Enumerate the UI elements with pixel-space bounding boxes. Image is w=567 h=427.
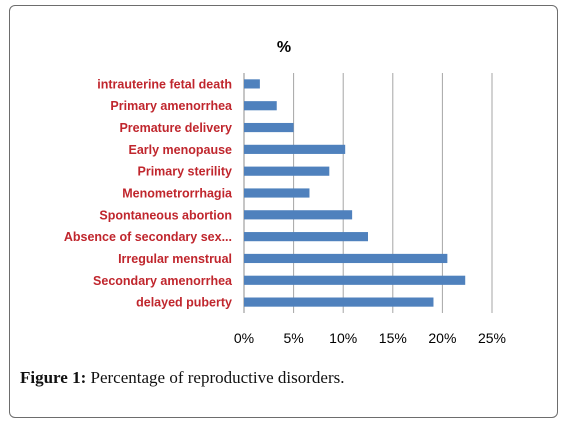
x-tick-label: 20%	[428, 330, 456, 346]
figure-caption-label: Figure 1:	[20, 368, 87, 387]
bar	[244, 122, 294, 133]
category-label: Premature delivery	[119, 121, 232, 135]
category-label: Secondary amenorrhea	[93, 274, 233, 288]
x-tick-label: 0%	[234, 330, 254, 346]
bar	[244, 188, 310, 198]
category-label: Primary sterility	[138, 165, 233, 179]
category-labels: intrauterine fetal death Primary amenorrh…	[64, 77, 233, 309]
x-tick-label: 5%	[283, 330, 303, 346]
bar	[244, 79, 260, 89]
category-label: Irregular menstrual	[118, 252, 232, 266]
category-label: Spontaneous abortion	[99, 208, 232, 222]
bar	[244, 232, 368, 242]
figure-caption-text: Percentage of reproductive disorders.	[86, 368, 345, 387]
chart-title: %	[277, 39, 291, 56]
category-label: Absence of secondary sex...	[64, 230, 232, 244]
bar	[244, 253, 448, 264]
bar	[244, 101, 277, 111]
category-label: Menometrorrhagia	[122, 187, 233, 201]
x-axis-ticks: 0% 5% 10% 15% 20% 25%	[234, 330, 506, 346]
category-label: intrauterine fetal death	[97, 77, 232, 91]
chart-bars	[244, 79, 466, 307]
bar	[244, 210, 353, 220]
chart-gridlines	[243, 73, 493, 313]
category-label: delayed puberty	[136, 296, 232, 310]
x-tick-label: 10%	[329, 330, 357, 346]
bar	[244, 166, 330, 176]
bar	[244, 144, 346, 154]
x-tick-label: 15%	[379, 330, 407, 346]
category-label: Early menopause	[128, 143, 232, 157]
category-label: Primary amenorrhea	[110, 99, 233, 113]
figure-caption: Figure 1: Percentage of reproductive dis…	[20, 368, 344, 388]
x-tick-label: 25%	[478, 330, 506, 346]
bar	[244, 297, 434, 307]
bar	[244, 275, 466, 285]
